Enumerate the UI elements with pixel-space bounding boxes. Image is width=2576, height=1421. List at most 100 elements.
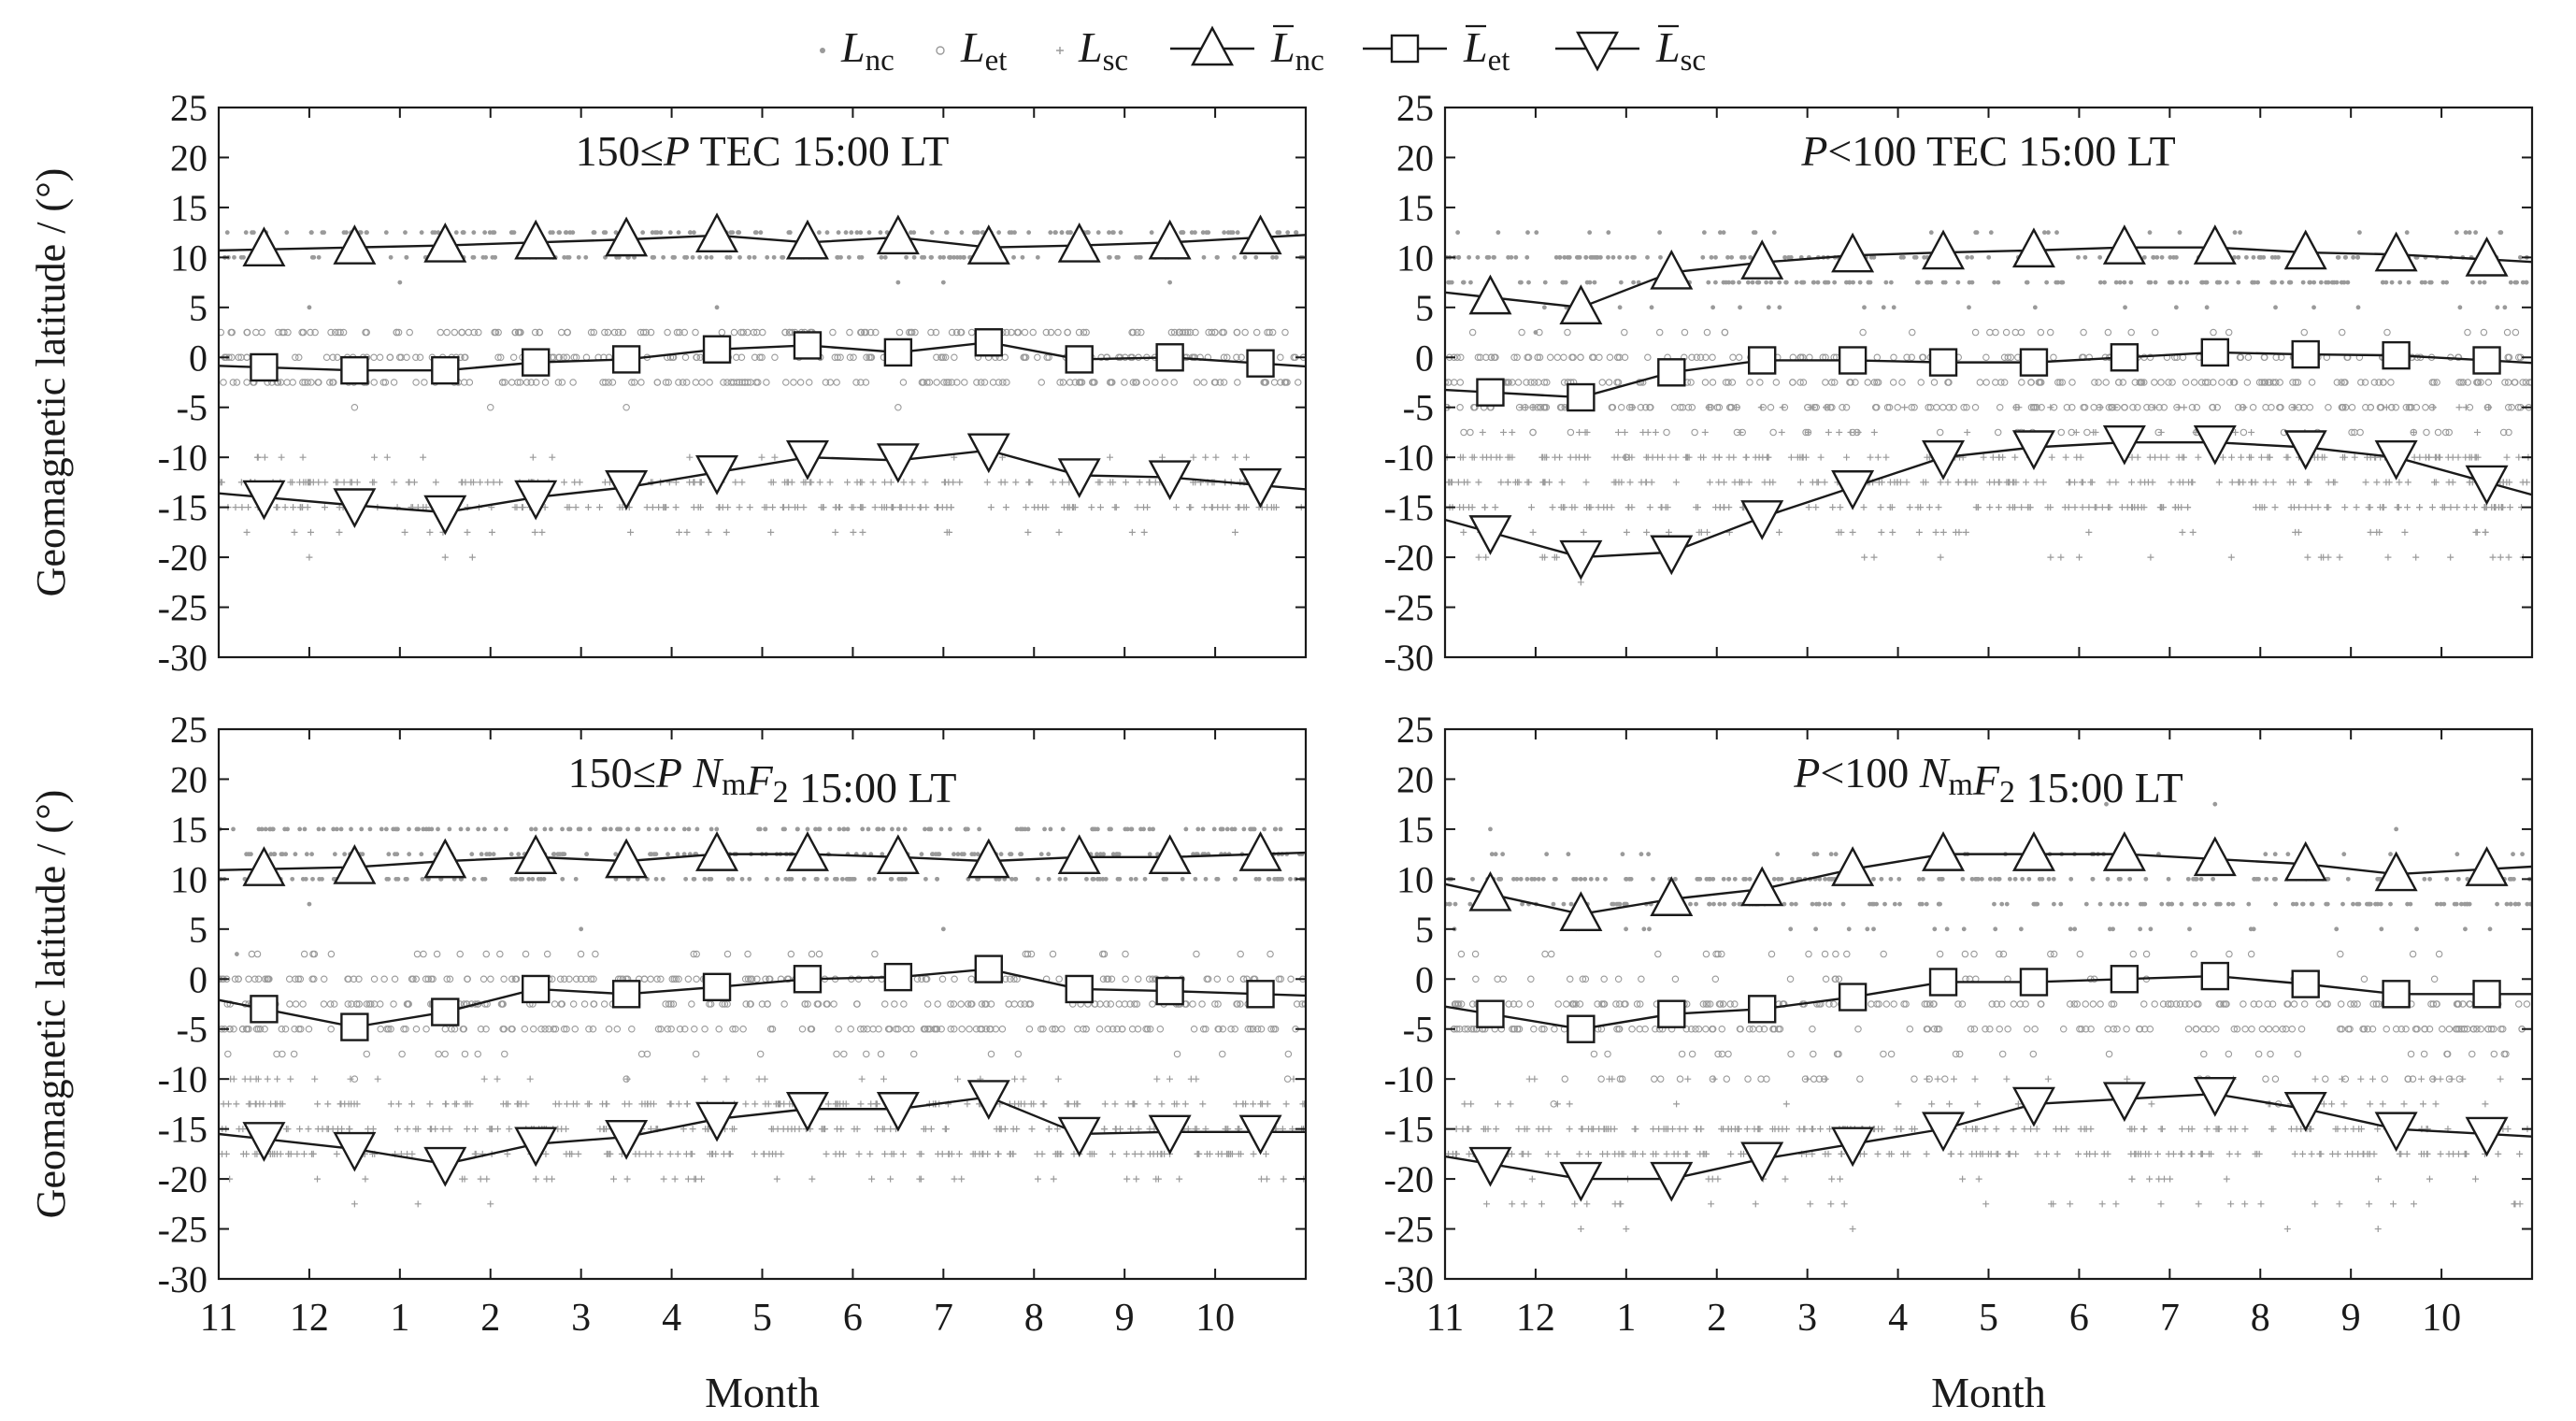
- marker-tri-up: [1238, 831, 1282, 871]
- scatter-point-et: [459, 1025, 467, 1033]
- scatter-point-sc: [751, 1100, 759, 1108]
- scatter-point-sc: [1020, 1075, 1027, 1083]
- scatter-point-sc: [549, 453, 556, 461]
- scatter-point-sc: [2003, 479, 2011, 486]
- scatter-point-nc: [2272, 280, 2277, 285]
- scatter-point-et: [1257, 1025, 1266, 1033]
- scatter-point-et: [351, 403, 359, 411]
- scatter-point-nc: [1771, 876, 1777, 882]
- scatter-point-nc: [471, 230, 477, 236]
- scatter-point-nc: [309, 852, 314, 857]
- scatter-point-nc: [780, 254, 784, 260]
- scatter-point-et: [690, 950, 697, 958]
- scatter-point-et: [1122, 975, 1129, 983]
- scatter-point-nc: [1833, 852, 1839, 857]
- scatter-point-et: [1930, 1025, 1939, 1033]
- scatter-point-nc: [2377, 876, 2382, 882]
- scatter-point-nc: [1939, 876, 1944, 882]
- scatter-point-nc: [1992, 901, 1996, 907]
- scatter-point-nc: [2487, 926, 2493, 932]
- scatter-point-sc: [983, 479, 991, 486]
- scatter-point-sc: [1500, 428, 1508, 436]
- scatter-point-et: [1261, 379, 1268, 386]
- scatter-point-nc: [603, 230, 608, 236]
- scatter-point-nc: [1026, 230, 1032, 236]
- scatter-point-nc: [469, 852, 475, 857]
- scatter-point-sc: [1454, 479, 1462, 486]
- scatter-point-nc: [1588, 254, 1594, 260]
- scatter-point-sc: [719, 504, 726, 511]
- scatter-point-nc: [250, 230, 256, 236]
- scatter-point-et: [664, 1025, 671, 1033]
- scatter-point-nc: [591, 230, 596, 236]
- scatter-point-nc: [1717, 901, 1723, 907]
- scatter-point-et: [2091, 379, 2098, 386]
- scatter-point-et: [1933, 403, 1940, 411]
- scatter-point-et: [2325, 403, 2332, 411]
- scatter-point-sc: [2383, 404, 2390, 411]
- scatter-point-et: [237, 353, 245, 362]
- scatter-point-sc: [1878, 528, 1885, 536]
- scatter-point-sc: [1582, 479, 1590, 486]
- scatter-point-sc: [889, 504, 896, 511]
- scatter-point-nc: [1133, 876, 1138, 882]
- scatter-point-et: [1551, 1025, 1558, 1033]
- scatter-point-et: [1022, 353, 1030, 362]
- scatter-point-et: [2063, 403, 2071, 411]
- scatter-point-et: [1986, 328, 1994, 337]
- scatter-point-nc: [2054, 230, 2059, 236]
- scatter-point-et: [412, 975, 420, 983]
- scatter-point-sc: [725, 1150, 733, 1157]
- scatter-point-sc: [1610, 453, 1618, 461]
- scatter-point-nc: [397, 280, 403, 285]
- scatter-point-sc: [2253, 504, 2260, 511]
- panel-title: 150≤P NmF2 15:00 LT: [568, 749, 957, 811]
- scatter-point-nc: [1811, 280, 1817, 285]
- scatter-point-sc: [230, 1075, 237, 1083]
- scatter-point-nc: [1553, 254, 1559, 260]
- scatter-point-sc: [2472, 528, 2480, 536]
- scatter-point-sc: [422, 504, 430, 511]
- marker-square: [2019, 348, 2049, 377]
- scatter-point-sc: [903, 504, 910, 511]
- scatter-point-et: [2508, 403, 2515, 411]
- y-tick-label: 15: [170, 809, 208, 851]
- scatter-point-nc: [2439, 901, 2443, 907]
- scatter-point-sc: [1553, 553, 1560, 561]
- scatter-point-nc: [866, 826, 871, 832]
- scatter-point-sc: [1914, 504, 1922, 511]
- scatter-point-et: [2078, 1025, 2085, 1033]
- marker-square: [974, 328, 1003, 357]
- scatter-point-et: [2279, 1025, 2286, 1033]
- scatter-point-et: [1605, 379, 1613, 386]
- scatter-point-nc: [1013, 876, 1019, 882]
- scatter-point-sc: [751, 1150, 758, 1157]
- scatter-point-sc: [1250, 1100, 1257, 1108]
- scatter-point-nc: [1042, 826, 1047, 832]
- scatter-point-nc: [487, 852, 492, 857]
- scatter-point-sc: [1877, 504, 1884, 511]
- scatter-point-et: [228, 328, 236, 337]
- scatter-point-nc: [1103, 876, 1109, 882]
- scatter-point-sc: [873, 1100, 880, 1108]
- scatter-point-sc: [278, 453, 285, 461]
- scatter-point-et: [1564, 328, 1571, 337]
- scatter-point-sc: [1146, 1150, 1153, 1157]
- scatter-point-et: [1277, 379, 1284, 386]
- scatter-point-nc: [2454, 230, 2459, 236]
- scatter-point-nc: [2179, 901, 2184, 907]
- scatter-point-sc: [2061, 504, 2068, 511]
- scatter-point-sc: [2128, 479, 2136, 486]
- scatter-point-nc: [2273, 305, 2278, 310]
- scatter-point-et: [305, 1025, 313, 1033]
- scatter-point-et: [1696, 353, 1705, 362]
- scatter-point-et: [326, 379, 334, 386]
- plot-frame: [1443, 106, 2534, 659]
- scatter-point-nc: [562, 852, 567, 857]
- scatter-point-et: [998, 1025, 1007, 1033]
- scatter-point-sc: [1932, 528, 1939, 536]
- scatter-point-sc: [2232, 428, 2240, 436]
- scatter-point-nc: [1916, 876, 1922, 882]
- scatter-point-et: [545, 1025, 552, 1033]
